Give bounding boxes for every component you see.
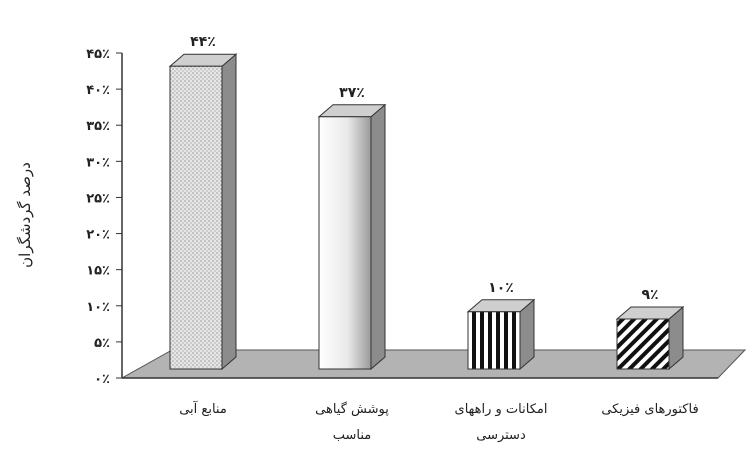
bar-front (616, 318, 670, 370)
y-tick-label: ۵٪ (94, 336, 110, 351)
y-tick-label: ۳۵٪ (86, 119, 110, 134)
y-tick-label: ۲۵٪ (86, 191, 110, 206)
x-tick-label: پوشش گیاهی (315, 401, 389, 417)
bar-front (467, 311, 521, 370)
x-tick-label: فاکتورهای فیزیکی (601, 402, 698, 417)
y-tick-label: ۴۰٪ (86, 83, 110, 98)
y-tick-group: ۰٪ ۵٪ ۱۰٪ ۱۵٪ ۲۰٪ ۲۵٪ ۳۰٪ ۳۵٪ ۴۰٪ ۴۵٪ (86, 47, 122, 387)
x-tick-label: دسترسی (476, 428, 526, 443)
bar-front (169, 65, 223, 370)
x-tick-label: مناسب (333, 428, 372, 443)
data-label-group: ۴۴٪ ۳۷٪ ۱۰٪ ۹٪ (190, 34, 658, 303)
bar-1 (168, 53, 238, 371)
bar-front (318, 116, 372, 370)
y-tick-label: ۴۵٪ (86, 47, 110, 62)
data-label: ۳۷٪ (339, 85, 365, 101)
y-tick-label: ۲۰٪ (86, 228, 110, 243)
bar-2 (317, 103, 387, 371)
bar-side (221, 53, 237, 371)
x-tick-label-group: منابع آبی پوشش گیاهی مناسب امکانات و راههای… (179, 400, 698, 443)
data-label: ۴۴٪ (190, 34, 216, 50)
bars-group (168, 53, 685, 371)
x-tick-label: منابع آبی (179, 400, 227, 417)
bar-3 (466, 298, 536, 371)
y-tick-label: ۱۵٪ (86, 264, 110, 279)
data-label: ۹٪ (641, 287, 658, 303)
x-tick-label: امکانات و راههای (455, 402, 548, 417)
y-tick-label: ۰٪ (94, 372, 110, 387)
y-tick-label: ۱۰٪ (86, 300, 110, 315)
bar-side (370, 103, 386, 371)
y-axis-title: درصد گردشگران (16, 162, 34, 268)
data-label: ۱۰٪ (488, 280, 514, 296)
y-tick-label: ۳۰٪ (86, 155, 110, 170)
bar-4 (615, 305, 685, 371)
